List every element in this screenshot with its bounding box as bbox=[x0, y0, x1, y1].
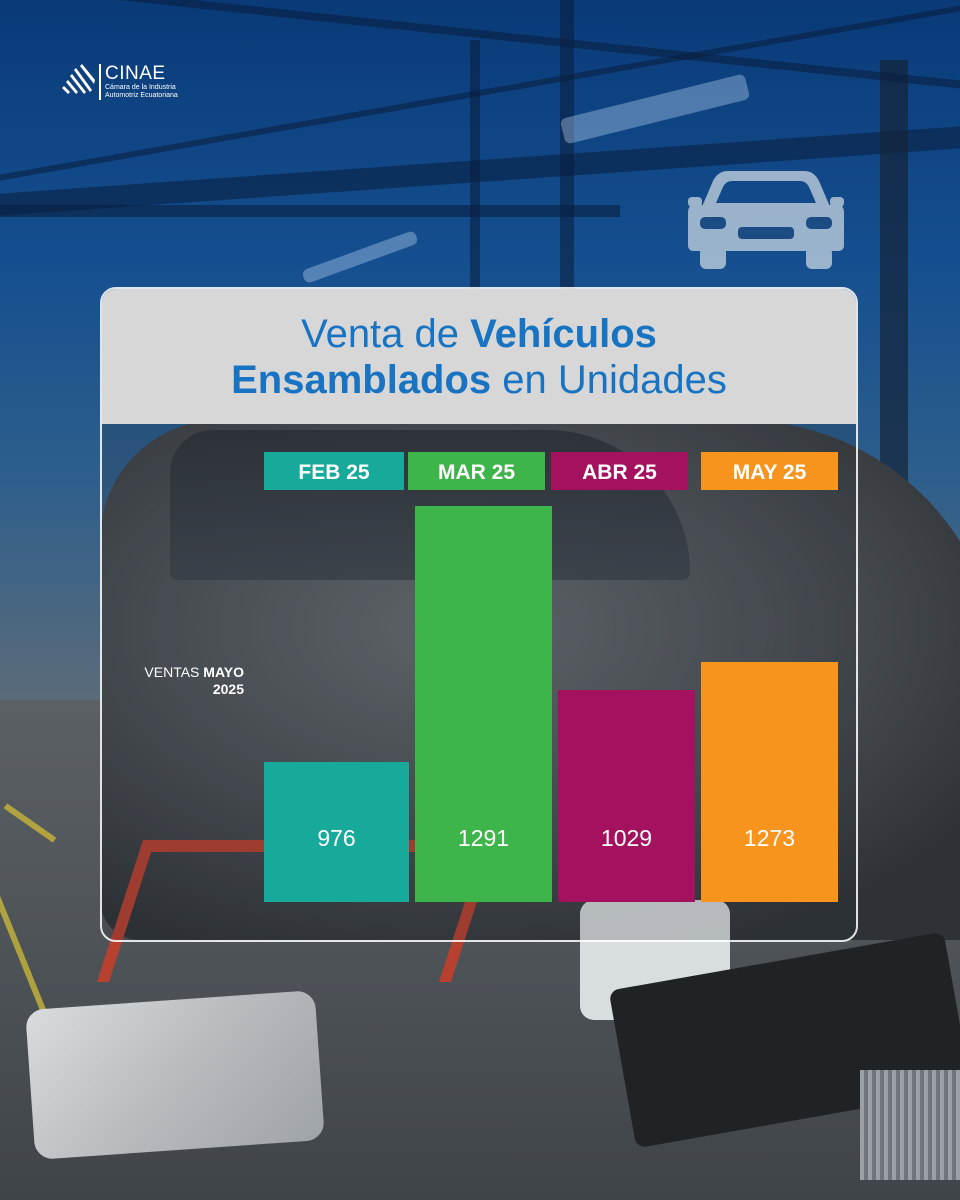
category-tag-feb-25 bbox=[264, 452, 404, 490]
category-label-feb-25: FEB 25 bbox=[298, 461, 370, 484]
bar-feb-25 bbox=[264, 762, 409, 902]
ventas-label: VENTAS MAYO 2025 bbox=[80, 664, 244, 698]
brand-subtitle-line1: Cámara de la Industria bbox=[105, 84, 176, 91]
category-tag-mar-25 bbox=[408, 452, 545, 490]
category-label-may-25: MAY 25 bbox=[733, 461, 807, 484]
cinae-logo-icon bbox=[62, 64, 95, 94]
ventas-label-regular: VENTAS bbox=[144, 664, 204, 680]
data-label-mar-25: 1291 bbox=[458, 825, 509, 851]
category-tag-may-25 bbox=[701, 452, 838, 490]
bar-mar-25 bbox=[415, 506, 552, 902]
data-label-feb-25: 976 bbox=[317, 825, 355, 851]
logo-divider bbox=[99, 64, 101, 100]
category-label-abr-25: ABR 25 bbox=[582, 461, 657, 484]
ventas-label-bold-2: 2025 bbox=[212, 681, 244, 697]
category-label-mar-25: MAR 25 bbox=[438, 461, 515, 484]
car-front-icon bbox=[688, 171, 844, 269]
logo-text: CINAE Cámara de la Industria Automotriz … bbox=[105, 64, 178, 100]
data-label-may-25: 1273 bbox=[744, 825, 795, 851]
steel-beam bbox=[0, 205, 620, 217]
panel-header: Venta de Vehículos Ensamblados en Unidad… bbox=[102, 289, 856, 424]
brand-subtitle-line2: Automotriz Ecuatoriana bbox=[105, 92, 178, 99]
steel-column bbox=[470, 40, 480, 300]
bar-abr-25 bbox=[558, 690, 695, 902]
title-line1-regular: Venta de bbox=[301, 312, 471, 356]
brand-logo: CINAE Cámara de la Industria Automotriz … bbox=[60, 64, 178, 100]
bar-may-25 bbox=[701, 662, 838, 902]
category-tag-abr-25 bbox=[551, 452, 688, 490]
title-line2-regular: en Unidades bbox=[491, 358, 727, 402]
ventas-label-bold-1: MAYO bbox=[203, 664, 244, 680]
brand-name: CINAE bbox=[105, 63, 166, 84]
title-line2-bold: Ensamblados bbox=[231, 358, 492, 402]
title-line1-bold: Vehículos bbox=[470, 312, 657, 356]
data-label-abr-25: 1029 bbox=[601, 825, 652, 851]
chart-title: Venta de Vehículos Ensamblados en Unidad… bbox=[102, 311, 856, 403]
radiator bbox=[860, 1070, 960, 1180]
